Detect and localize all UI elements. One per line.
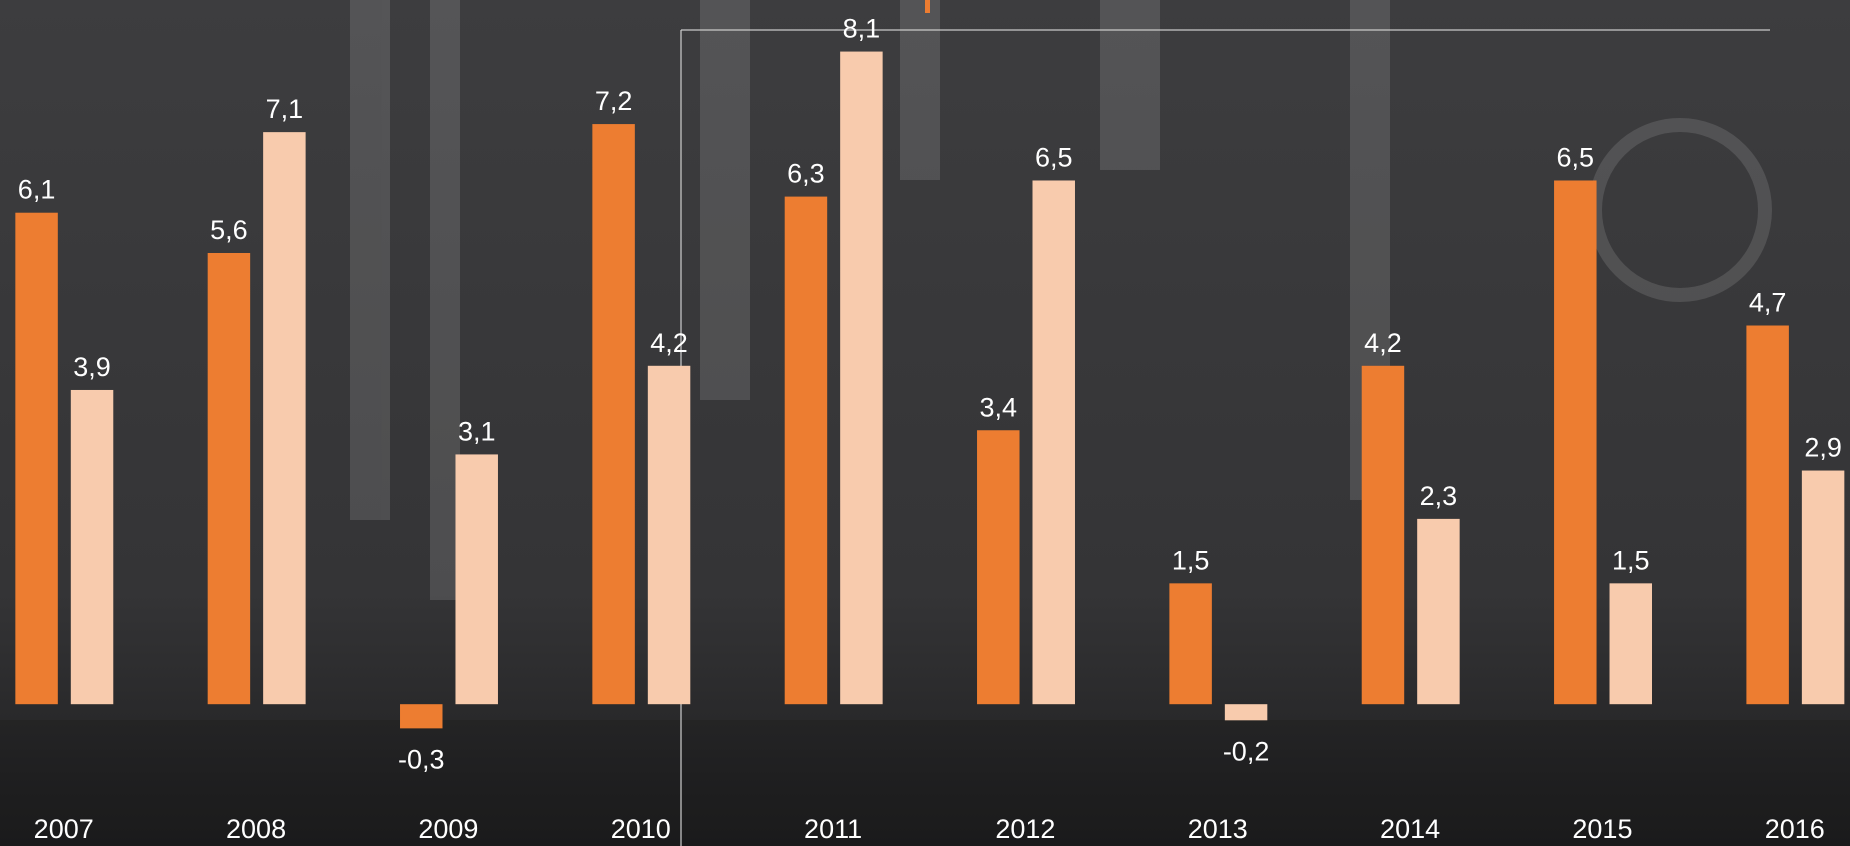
bar [1746, 325, 1789, 705]
x-tick-label: 2008 [226, 814, 286, 844]
data-label: 5,6 [210, 215, 248, 245]
data-label: 6,5 [1035, 142, 1073, 172]
x-tick-label: 2007 [34, 814, 94, 844]
bar [1417, 518, 1460, 705]
data-label: 8,1 [843, 14, 881, 44]
bar [1609, 583, 1652, 705]
data-label: -0,2 [1223, 736, 1270, 766]
bar [455, 454, 498, 705]
x-tick-label: 2009 [418, 814, 478, 844]
bar [784, 196, 828, 705]
data-label: 6,1 [18, 175, 56, 205]
x-tick-label: 2010 [611, 814, 671, 844]
data-label: 4,2 [1364, 328, 1402, 358]
data-label: 7,1 [266, 94, 304, 124]
x-tick-label: 2012 [995, 814, 1055, 844]
x-tick-label: 2015 [1572, 814, 1632, 844]
bar [70, 389, 114, 705]
data-label: 3,1 [458, 416, 496, 446]
bar [1169, 583, 1212, 705]
x-tick-label: 2011 [804, 814, 862, 844]
bar [1801, 470, 1845, 705]
data-label: 1,5 [1172, 545, 1210, 575]
x-tick-label: 2013 [1188, 814, 1248, 844]
decor-tick [925, 0, 930, 13]
bar [1361, 365, 1405, 705]
data-label: 2,3 [1420, 481, 1458, 511]
data-label: 2,9 [1804, 433, 1842, 463]
x-tick-label: 2014 [1380, 814, 1440, 844]
data-label: 3,4 [980, 392, 1018, 422]
data-label: -0,3 [398, 744, 445, 774]
bar [400, 704, 443, 729]
bar [592, 124, 635, 705]
x-tick-label: 2016 [1765, 814, 1825, 844]
bar [15, 212, 58, 705]
bar [263, 132, 306, 705]
bar [1224, 704, 1268, 721]
data-label: 6,3 [787, 159, 825, 189]
data-label: 6,5 [1557, 142, 1595, 172]
bar [840, 51, 883, 705]
bar [207, 252, 251, 705]
bar [977, 430, 1020, 705]
data-label: 4,2 [650, 328, 688, 358]
bar [1032, 180, 1075, 705]
data-label: 7,2 [595, 86, 633, 116]
data-label: 1,5 [1612, 545, 1650, 575]
bar [1554, 180, 1597, 705]
bar [647, 365, 691, 705]
data-label: 3,9 [73, 352, 111, 382]
data-label: 4,7 [1749, 288, 1787, 318]
